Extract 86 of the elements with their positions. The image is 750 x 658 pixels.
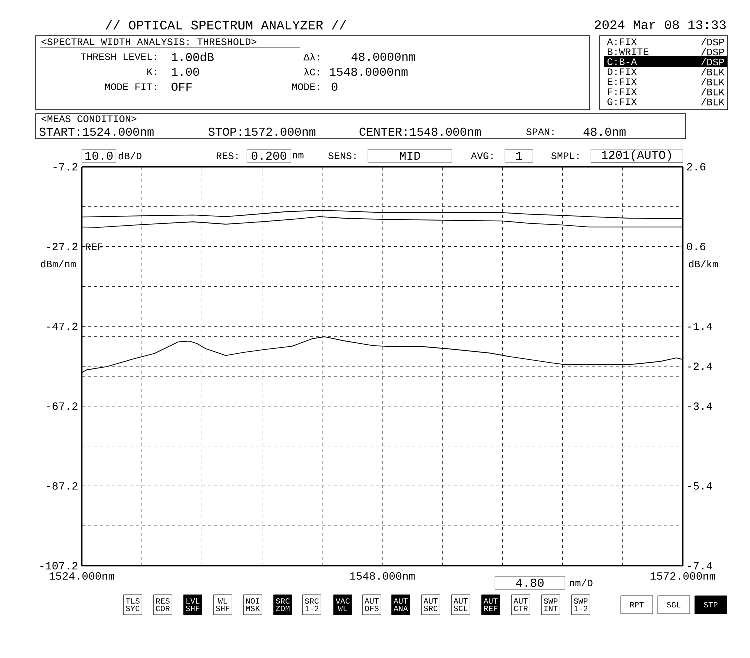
text: 10.0	[86, 152, 113, 160]
y-tick-label: -27.2	[47, 243, 78, 250]
text: AUT OFS	[364, 598, 379, 612]
text: /DSP	[701, 38, 724, 46]
text: SRC 1-2	[305, 598, 319, 612]
text: 1548.0000nm	[330, 68, 408, 76]
text: LVL SHF	[186, 598, 200, 612]
text: SWP INT	[544, 598, 558, 612]
text: nm	[293, 153, 304, 159]
text: /BLK	[701, 88, 725, 96]
text: 1.00	[172, 68, 200, 76]
text: λC:	[304, 68, 320, 76]
y-tick-label: -67.2	[47, 402, 78, 410]
text: F:FIX	[608, 88, 638, 96]
y-tick-label: -7.2	[54, 163, 78, 171]
text: /DSP	[701, 48, 724, 56]
text: /BLK	[701, 68, 725, 76]
text: CENTER:1548.000nm	[360, 128, 481, 136]
text: 4.80	[516, 578, 544, 588]
text: THRESH LEVEL:	[81, 54, 156, 60]
text: /BLK	[701, 98, 725, 106]
text: AUT REF	[484, 598, 498, 612]
text: RES:	[216, 152, 238, 160]
text: SPAN:	[526, 128, 554, 136]
text: <MEAS CONDITION>	[42, 116, 137, 122]
text: 0	[332, 82, 338, 92]
text: SENS:	[328, 152, 356, 160]
text: 48.0000nm	[352, 52, 416, 62]
text: AUT CTR	[514, 598, 528, 612]
text: 1201(AUTO)	[602, 150, 672, 162]
y2-tick-label: -2.4	[688, 362, 712, 370]
text: Δλ:	[304, 53, 320, 61]
text: /BLK	[701, 78, 725, 86]
y2-tick-label: 0.6	[687, 243, 706, 251]
text: dB/D	[118, 152, 142, 160]
text: nm/D	[570, 579, 593, 587]
text: NOI MSK	[246, 598, 260, 612]
text: D:FIX	[608, 68, 638, 76]
text: SMPL:	[552, 152, 579, 160]
text: STP	[704, 602, 718, 608]
text: VAC WL	[336, 598, 350, 612]
text: TLS SYC	[126, 598, 140, 612]
text: K:	[148, 68, 156, 76]
text: OFF	[172, 82, 192, 92]
y-tick-label: -87.2	[47, 482, 78, 490]
text: RPT	[630, 602, 644, 608]
y-tick-label: -107.2	[40, 562, 78, 570]
text: START:1524.000nm	[40, 128, 154, 136]
text: MODE:	[292, 84, 320, 90]
x-tick-label: 1548.000nm	[350, 572, 415, 580]
annotation: REF	[86, 244, 103, 250]
y2-tick-label: -1.4	[688, 322, 712, 330]
text: AUT SRC	[424, 598, 438, 612]
y2-tick-label: -3.4	[688, 402, 712, 410]
text: 1.00dB	[172, 52, 214, 62]
text: WL SHF	[216, 598, 230, 612]
text: A:FIX	[607, 38, 638, 46]
text: 0.200	[252, 152, 286, 160]
y2-axis-title: dB/km	[689, 260, 718, 268]
text: MID	[400, 152, 420, 160]
text: SGL	[667, 602, 681, 608]
text: G:FIX	[608, 98, 638, 106]
text: AUT SCL	[454, 598, 468, 612]
text: C:B-A	[608, 58, 638, 66]
text: SWP 1-2	[574, 598, 588, 612]
x-tick-label: 1572.000nm	[650, 572, 716, 580]
y2-tick-label: -5.4	[688, 482, 712, 490]
y-axis-title: dBm/nm	[41, 260, 76, 268]
text: AUT ANA	[394, 598, 408, 612]
text: B:WRITE	[608, 48, 649, 56]
y2-tick-label: -7.4	[688, 562, 712, 570]
y2-tick-label: 2.6	[687, 163, 706, 171]
text: STOP:1572.000nm	[208, 128, 316, 136]
text: SRC ZOM	[276, 598, 290, 612]
x-tick-label: 1524.000nm	[50, 572, 114, 580]
text: 48.0nm	[584, 128, 626, 136]
text: MODE FIT:	[105, 84, 156, 90]
text: /DSP	[701, 58, 724, 66]
text: E:FIX	[608, 78, 638, 86]
chart-title: // OPTICAL SPECTRUM ANALYZER //	[106, 20, 346, 30]
y-tick-label: -47.2	[47, 322, 78, 330]
text: <SPECTRAL WIDTH ANALYSIS: THRESHOLD>	[42, 38, 257, 46]
text: RES COR	[156, 598, 170, 612]
chart-subtitle: 2024 Mar 08 13:33	[595, 20, 726, 30]
text: AVG:	[471, 152, 493, 160]
text: 1	[516, 152, 522, 160]
